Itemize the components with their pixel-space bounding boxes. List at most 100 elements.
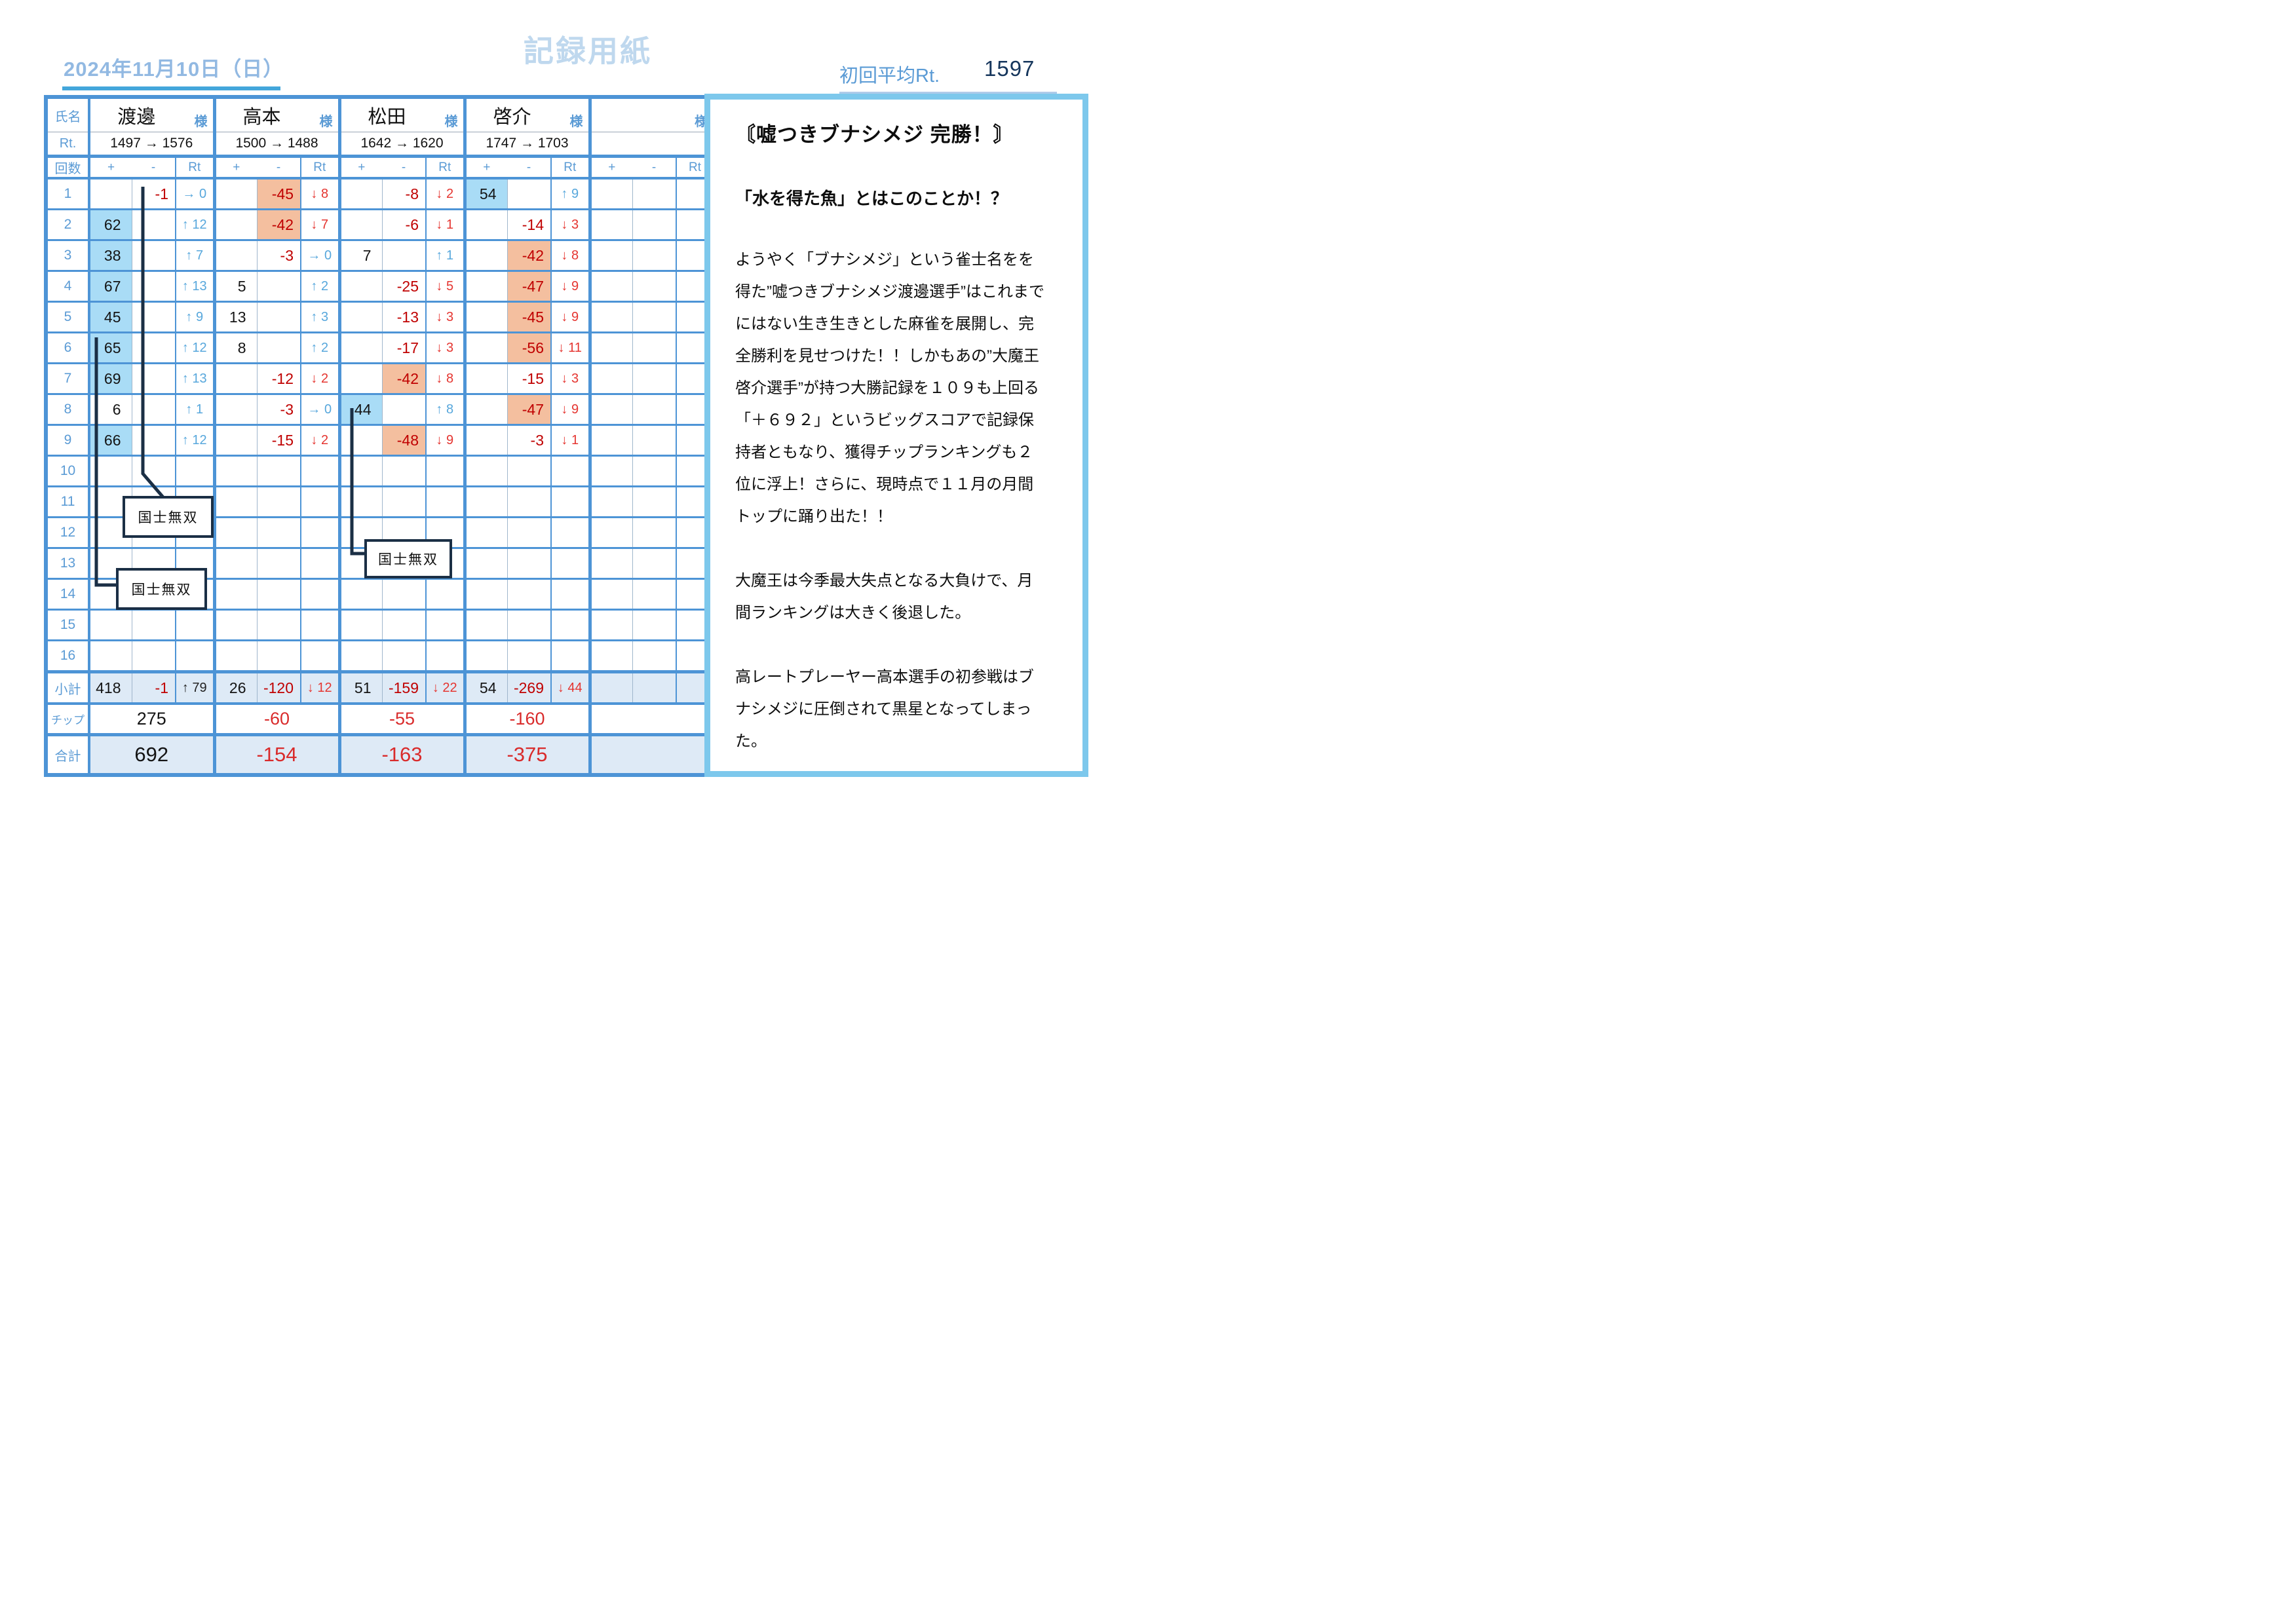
panel-paragraph-2: 大魔王は今季最大失点となる大負けで、月間ランキングは大きく後退した。 — [735, 572, 1033, 622]
score-cell-plus — [590, 209, 633, 241]
chips-value-5 — [590, 704, 717, 736]
score-cell-plus: 6 — [89, 394, 132, 426]
score-cell-minus: -25 — [382, 271, 427, 303]
total-value-5 — [590, 734, 717, 775]
score-cell-minus — [507, 609, 552, 641]
subtotal-plus — [590, 671, 633, 705]
score-cell-minus — [632, 455, 677, 487]
score-cell-minus — [507, 640, 552, 673]
score-cell-minus — [257, 486, 301, 518]
page-title: 記録用紙 — [524, 34, 652, 68]
score-cell-plus — [89, 640, 132, 673]
score-cell-rt: ↓ 2 — [301, 425, 341, 457]
subtotal-rt: ↓ 44 — [551, 671, 592, 705]
score-cell-minus — [257, 301, 301, 333]
score-cell-rt: ↑ 3 — [301, 301, 341, 333]
round-number: 11 — [46, 486, 90, 518]
score-cell-plus — [465, 271, 508, 303]
score-cell-minus — [132, 301, 176, 333]
score-cell-rt: ↓ 9 — [551, 394, 592, 426]
score-cell-minus — [632, 178, 677, 210]
score-cell-plus — [590, 332, 633, 364]
total-header: 合計 — [46, 734, 90, 775]
score-cell-minus — [632, 548, 677, 580]
score-cell-plus: 38 — [89, 240, 132, 272]
score-cell-plus — [590, 301, 633, 333]
score-cell-minus: -8 — [382, 178, 427, 210]
score-cell-minus — [382, 240, 427, 272]
score-cell-rt: ↓ 9 — [551, 271, 592, 303]
score-cell-plus — [339, 178, 383, 210]
score-cell-plus — [214, 548, 258, 580]
score-cell-plus — [465, 640, 508, 673]
round-number: 3 — [46, 240, 90, 272]
score-cell-rt: ↓ 8 — [426, 363, 467, 395]
score-cell-minus — [632, 394, 677, 426]
round-number: 13 — [46, 548, 90, 580]
score-cell-rt — [551, 517, 592, 549]
rt-change-2: 1500 → 1488 — [214, 132, 341, 158]
score-cell-minus — [382, 486, 427, 518]
yakuman-callout-1: 国士無双 — [123, 496, 214, 538]
score-cell-rt — [426, 578, 467, 611]
round-number: 9 — [46, 425, 90, 457]
score-cell-minus: -3 — [257, 240, 301, 272]
score-cell-rt: ↓ 9 — [426, 425, 467, 457]
name-header: 氏名 — [46, 97, 90, 132]
score-cell-rt — [426, 455, 467, 487]
round-number: 1 — [46, 178, 90, 210]
score-cell-minus: -6 — [382, 209, 427, 241]
honorific-label: 様 — [444, 115, 458, 129]
score-cell-plus: 13 — [214, 301, 258, 333]
score-cell-plus — [214, 178, 258, 210]
score-cell-minus — [132, 271, 176, 303]
score-cell-plus — [465, 301, 508, 333]
total-value-1: 692 — [89, 734, 216, 775]
score-cell-plus — [590, 517, 633, 549]
panel-paragraph-1: ようやく「ブナシメジ」という雀士名をを得た”嘘つきブナシメジ渡邊選手”はこれまで… — [735, 251, 1044, 525]
score-cell-rt: ↑ 2 — [301, 332, 341, 364]
score-cell-rt: ↓ 3 — [551, 363, 592, 395]
score-cell-plus — [214, 363, 258, 395]
score-cell-minus — [132, 609, 176, 641]
panel-title: 〘嘘つきブナシメジ 完勝！〙 — [735, 123, 1014, 146]
score-cell-plus — [214, 425, 258, 457]
score-cell-plus — [339, 363, 383, 395]
score-cell-rt: ↑ 12 — [176, 332, 216, 364]
score-cell-plus — [590, 178, 633, 210]
avg-rt-underline — [839, 92, 1057, 95]
score-cell-rt: ↓ 2 — [426, 178, 467, 210]
round-number: 7 — [46, 363, 90, 395]
score-cell-plus: 44 — [339, 394, 383, 426]
score-cell-minus — [632, 363, 677, 395]
score-cell-rt: ↓ 1 — [426, 209, 467, 241]
subtotal-rt: ↓ 22 — [426, 671, 467, 705]
rounds-header: 回数 — [46, 156, 90, 179]
rt-col-header: Rt — [551, 156, 592, 179]
score-cell-plus — [339, 640, 383, 673]
score-table-area: 氏名 渡邊様高本様松田様啓介様様 Rt. 1497 → 1576 1500 → 1488… — [44, 95, 729, 780]
score-cell-rt: ↑ 13 — [176, 363, 216, 395]
score-cell-rt: ↑ 12 — [176, 209, 216, 241]
score-cell-minus — [632, 271, 677, 303]
score-cell-minus: -42 — [382, 363, 427, 395]
score-cell-plus — [590, 640, 633, 673]
subtotal-minus: -159 — [382, 671, 427, 705]
score-cell-minus — [632, 609, 677, 641]
honorific-label: 様 — [319, 115, 333, 129]
subtotal-plus: 418 — [89, 671, 132, 705]
chips-value-2: -60 — [214, 704, 341, 736]
score-cell-plus — [590, 425, 633, 457]
score-cell-plus: 8 — [214, 332, 258, 364]
round-number: 10 — [46, 455, 90, 487]
score-cell-rt: → 0 — [176, 178, 216, 210]
score-cell-minus: -15 — [257, 425, 301, 457]
score-cell-minus: -47 — [507, 394, 552, 426]
score-cell-plus — [465, 486, 508, 518]
score-cell-plus: 69 — [89, 363, 132, 395]
score-cell-minus — [257, 548, 301, 580]
score-cell-minus: -1 — [132, 178, 176, 210]
score-cell-rt: ↓ 8 — [551, 240, 592, 272]
score-cell-minus — [257, 640, 301, 673]
score-cell-rt — [426, 486, 467, 518]
